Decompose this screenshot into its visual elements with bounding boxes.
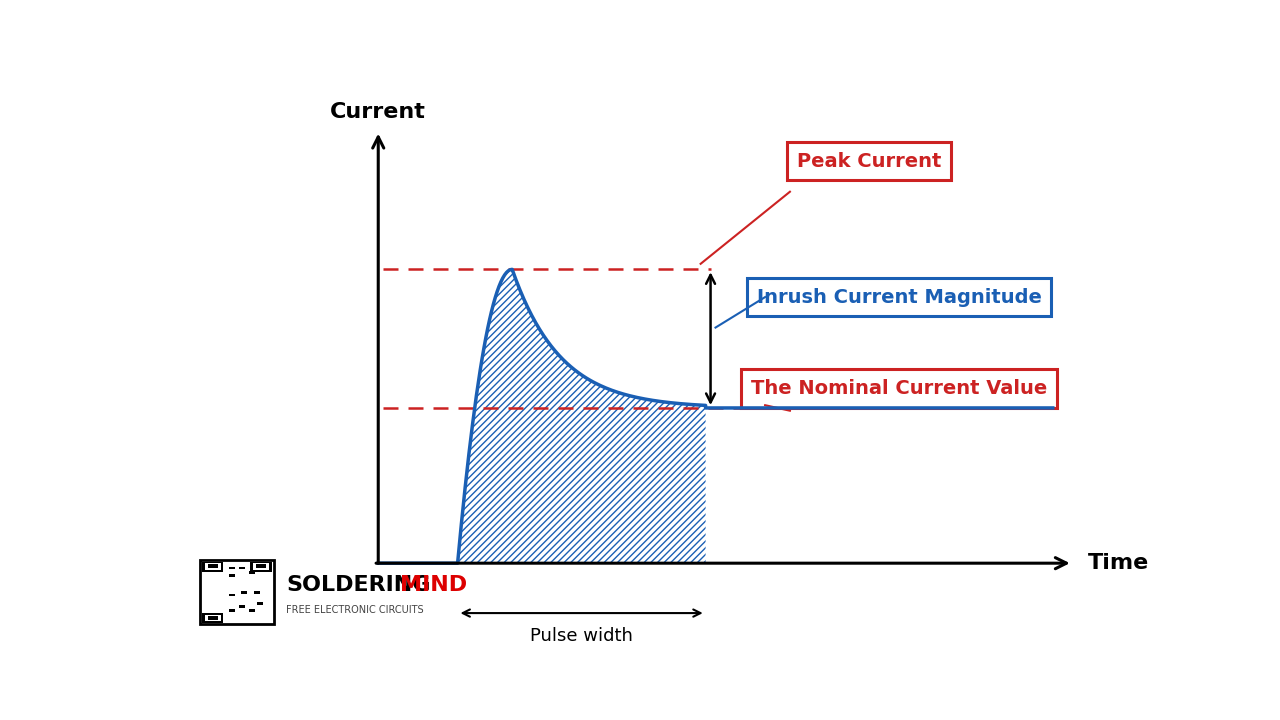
Bar	[205, 563, 220, 570]
Bar	[205, 615, 220, 621]
Bar	[229, 609, 236, 612]
Bar	[239, 567, 246, 570]
Bar	[257, 602, 264, 605]
Bar	[250, 572, 255, 575]
Bar	[202, 613, 224, 623]
FancyBboxPatch shape	[200, 560, 274, 624]
Text: FREE ELECTRONIC CIRCUITS: FREE ELECTRONIC CIRCUITS	[285, 605, 424, 615]
Text: Pulse width: Pulse width	[530, 627, 634, 645]
Text: Inrush Current Magnitude: Inrush Current Magnitude	[756, 287, 1042, 307]
Text: Time: Time	[1088, 553, 1148, 573]
Bar	[229, 594, 236, 596]
Text: MIND: MIND	[401, 575, 467, 595]
Bar	[229, 575, 236, 577]
Bar	[207, 616, 218, 620]
Bar	[253, 563, 269, 570]
Bar	[239, 605, 246, 608]
Text: Current: Current	[330, 102, 426, 122]
Polygon shape	[458, 269, 705, 563]
Bar	[256, 564, 266, 568]
Bar	[255, 591, 260, 594]
Text: Peak Current: Peak Current	[797, 152, 942, 171]
Bar	[242, 591, 247, 594]
Bar	[250, 609, 255, 612]
Bar	[202, 562, 224, 572]
Bar	[229, 567, 236, 570]
Text: The Nominal Current Value: The Nominal Current Value	[751, 379, 1047, 398]
Bar	[207, 564, 218, 568]
Bar	[251, 562, 273, 572]
Text: SOLDERING: SOLDERING	[285, 575, 430, 595]
